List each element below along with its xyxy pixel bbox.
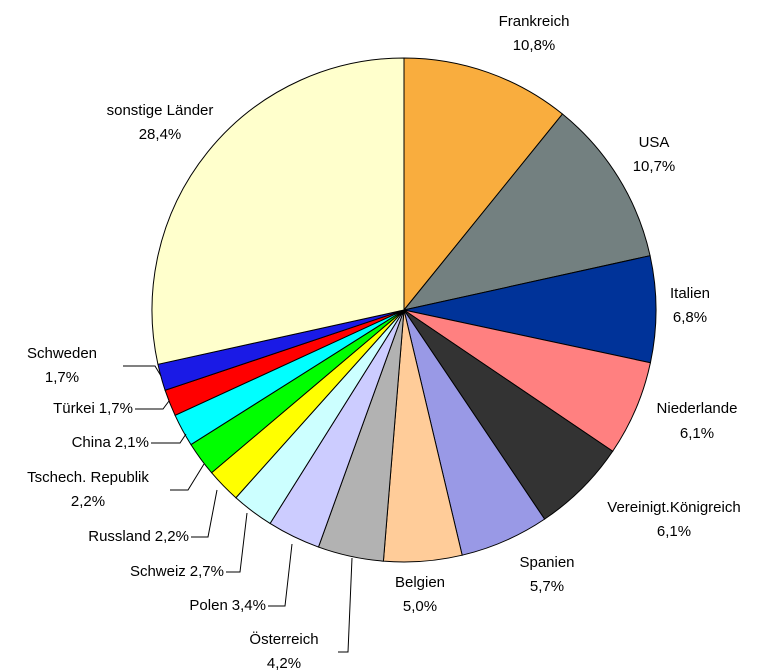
slice-label: Frankreich xyxy=(499,13,570,30)
leader-line xyxy=(123,365,162,377)
slice-label: Italien xyxy=(670,285,710,302)
value-label: 10,7% xyxy=(633,158,676,175)
leader-line xyxy=(135,400,170,410)
slice-label: USA xyxy=(639,134,670,151)
value-label: 28,4% xyxy=(139,126,182,143)
slice-label: Vereinigt.Königreich xyxy=(607,499,740,516)
pie-slice xyxy=(403,255,657,364)
slice-label: sonstige Länder xyxy=(107,102,214,119)
value-label: 1,7% xyxy=(45,369,79,386)
value-label: 3,4% xyxy=(232,597,266,614)
value-label: 10,8% xyxy=(513,37,556,54)
slice-label: China xyxy=(72,434,112,451)
leader-line xyxy=(268,543,293,607)
value-label: 6,1% xyxy=(657,523,691,540)
leader-line xyxy=(191,489,218,538)
value-label: 2,1% xyxy=(115,434,149,451)
slice-label: Schweiz xyxy=(130,563,186,580)
slice-label: Polen xyxy=(189,597,227,614)
value-label: 6,1% xyxy=(680,425,714,442)
slice-label: Schweden xyxy=(27,345,97,362)
leader-line xyxy=(170,463,205,491)
value-label: 2,7% xyxy=(190,563,224,580)
leader-line xyxy=(338,557,353,653)
slice-label-group: Polen 3,4% xyxy=(189,597,266,614)
pie-slice xyxy=(403,57,564,312)
slice-label: Türkei xyxy=(53,400,95,417)
slice-label-group: Türkei 1,7% xyxy=(53,400,133,417)
slice-label: Tschech. Republik xyxy=(27,469,149,486)
slice-label: Niederlande xyxy=(657,400,738,417)
value-label: 4,2% xyxy=(267,655,301,671)
slice-label: Österreich xyxy=(249,630,318,648)
value-label: 2,2% xyxy=(71,493,105,510)
pie-slice xyxy=(402,113,651,311)
value-label: 1,7% xyxy=(99,400,133,417)
slice-label: Spanien xyxy=(519,554,574,571)
pie-slice xyxy=(151,57,405,365)
value-label: 2,2% xyxy=(155,528,189,545)
slice-label: Belgien xyxy=(395,574,445,591)
slice-label-group: Schweiz 2,7% xyxy=(130,563,224,580)
value-label: 6,8% xyxy=(673,309,707,326)
value-label: 5,7% xyxy=(530,578,564,595)
value-label: 5,0% xyxy=(403,598,437,615)
slice-label: Russland xyxy=(88,528,151,545)
leader-line xyxy=(151,433,187,444)
slice-label-group: China 2,1% xyxy=(72,434,149,451)
leader-line xyxy=(226,512,248,573)
slice-label-group: Russland 2,2% xyxy=(88,528,189,545)
